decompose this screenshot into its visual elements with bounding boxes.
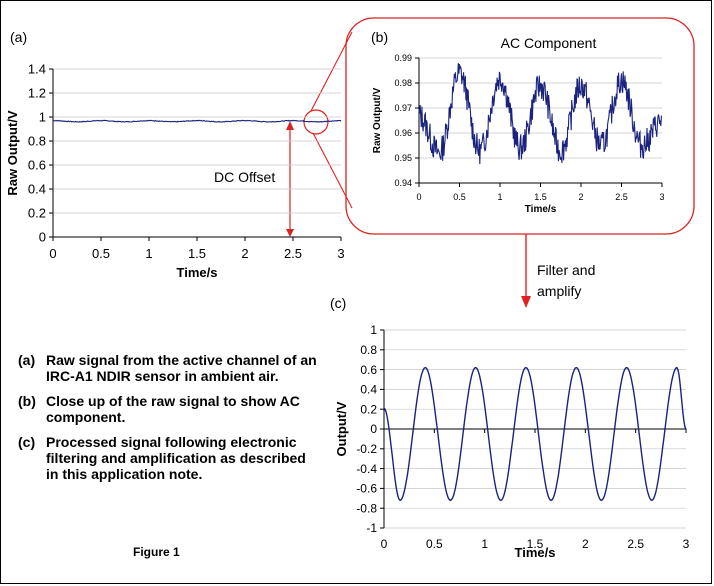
y-tick-label: 1 xyxy=(370,323,377,337)
series-line xyxy=(418,63,663,165)
dc-offset-label: DC Offset xyxy=(214,169,275,185)
y-tick-label: 0 xyxy=(370,422,377,436)
x-tick-label: 2 xyxy=(582,537,589,551)
caption-letter: (b) xyxy=(18,393,36,409)
y-tick-label: 0.4 xyxy=(28,182,46,197)
y-tick-label: 0.97 xyxy=(394,103,412,113)
y-tick-label: 0.95 xyxy=(394,153,412,163)
caption-item: (b) Close up of the raw signal to show A… xyxy=(18,393,318,425)
panel-a-label: (a) xyxy=(10,29,27,45)
x-tick-label: 0.5 xyxy=(92,246,110,261)
y-tick-label: 0.6 xyxy=(28,158,46,173)
panel-b-label: (b) xyxy=(371,29,388,45)
zoom-connector-top xyxy=(310,31,353,112)
x-tick-label: 3 xyxy=(683,537,690,551)
x-tick-label: 2.5 xyxy=(627,537,644,551)
y-axis-label: Output/V xyxy=(334,401,349,456)
filter-label-line1: Filter and xyxy=(537,262,595,278)
y-tick-label: 0.94 xyxy=(394,178,412,188)
caption-letter: (c) xyxy=(18,434,36,450)
x-tick-label: 0.5 xyxy=(426,537,443,551)
y-tick-label: 1.4 xyxy=(28,62,46,77)
y-axis-label: Raw Output/V xyxy=(372,87,383,153)
x-tick-label: 2.5 xyxy=(284,246,302,261)
chart-b: 0.94 0.95 0.96 0.97 0.98 0.99 0 0.5 1 1.5 2 2.5 3 Tim… xyxy=(372,35,665,215)
caption-text: Close up of the raw signal to show AC co… xyxy=(46,393,300,425)
x-tick-label: 1.5 xyxy=(534,192,547,202)
filter-label-line2: amplify xyxy=(537,283,581,299)
caption-text: Processed signal following electronic fi… xyxy=(46,434,306,482)
chart-title: AC Component xyxy=(501,35,597,51)
x-tick-label: 1.5 xyxy=(527,537,544,551)
x-tick-label: 1.5 xyxy=(188,246,206,261)
zoom-connector-bottom xyxy=(312,132,353,209)
zoom-callout-box xyxy=(345,17,695,235)
caption-list: (a) Raw signal from the active channel o… xyxy=(18,352,318,491)
x-tick-label: 1 xyxy=(481,537,488,551)
filter-arrow-head xyxy=(521,296,531,308)
x-tick-label: 2 xyxy=(241,246,248,261)
caption-letter: (a) xyxy=(18,352,36,368)
x-axis-label: Time/s xyxy=(525,204,557,215)
y-tick-label: 0.4 xyxy=(360,383,377,397)
x-tick-label: 1 xyxy=(497,192,502,202)
y-axis-label: Raw Output/V xyxy=(5,110,20,196)
x-tick-label: 2 xyxy=(578,192,583,202)
y-tick-label: 0.8 xyxy=(28,134,46,149)
y-tick-label: 0.99 xyxy=(394,53,412,63)
y-tick-label: -0.6 xyxy=(356,482,377,496)
x-axis-label: Time/s xyxy=(515,545,556,560)
dc-offset-arrow-head-top xyxy=(286,121,294,130)
zoom-circle xyxy=(303,109,329,135)
y-tick-label: 0.2 xyxy=(360,402,377,416)
x-tick-label: 0 xyxy=(381,537,388,551)
x-tick-label: 0 xyxy=(416,192,421,202)
series-line xyxy=(383,366,687,502)
y-tick-label: 1.2 xyxy=(28,86,46,101)
y-tick-label: -0.8 xyxy=(356,501,377,515)
x-tick-label: 1 xyxy=(145,246,152,261)
y-tick-label: 1 xyxy=(39,110,46,125)
y-tick-label: 0.2 xyxy=(28,206,46,221)
chart-a: 0 0.2 0.4 0.6 0.8 1 1.2 1.4 0 0.5 1 1.5 2 2.5 3 Time/s R… xyxy=(5,62,345,280)
caption-item: (a) Raw signal from the active channel o… xyxy=(18,352,318,384)
dc-offset-arrow-head-bottom xyxy=(286,229,294,237)
y-tick-label: 0.96 xyxy=(394,128,412,138)
x-tick-label: 2.5 xyxy=(615,192,628,202)
y-tick-label: -0.2 xyxy=(356,442,377,456)
figure-title: Figure 1 xyxy=(133,545,180,559)
x-axis-label: Time/s xyxy=(177,265,218,280)
y-tick-label: 0 xyxy=(39,230,46,245)
y-tick-label: 0.8 xyxy=(360,343,377,357)
y-tick-label: 0.98 xyxy=(394,78,412,88)
x-tick-label: 3 xyxy=(659,192,664,202)
y-tick-label: 0.6 xyxy=(360,363,377,377)
panel-c-label: (c) xyxy=(330,295,346,311)
caption-item: (c) Processed signal following electroni… xyxy=(18,434,318,482)
y-tick-label: -1 xyxy=(366,521,377,535)
caption-text: Raw signal from the active channel of an… xyxy=(46,352,317,384)
y-tick-label: -0.4 xyxy=(356,462,377,476)
x-tick-label: 3 xyxy=(337,246,344,261)
chart-c: -1 -0.8 -0.6 -0.4 -0.2 0 0.2 0.4 0.6 0.8 1 0 0.5 1 1.5… xyxy=(334,323,690,560)
x-tick-label: 0.5 xyxy=(453,192,466,202)
series-line xyxy=(53,119,342,123)
x-tick-label: 0 xyxy=(49,246,56,261)
